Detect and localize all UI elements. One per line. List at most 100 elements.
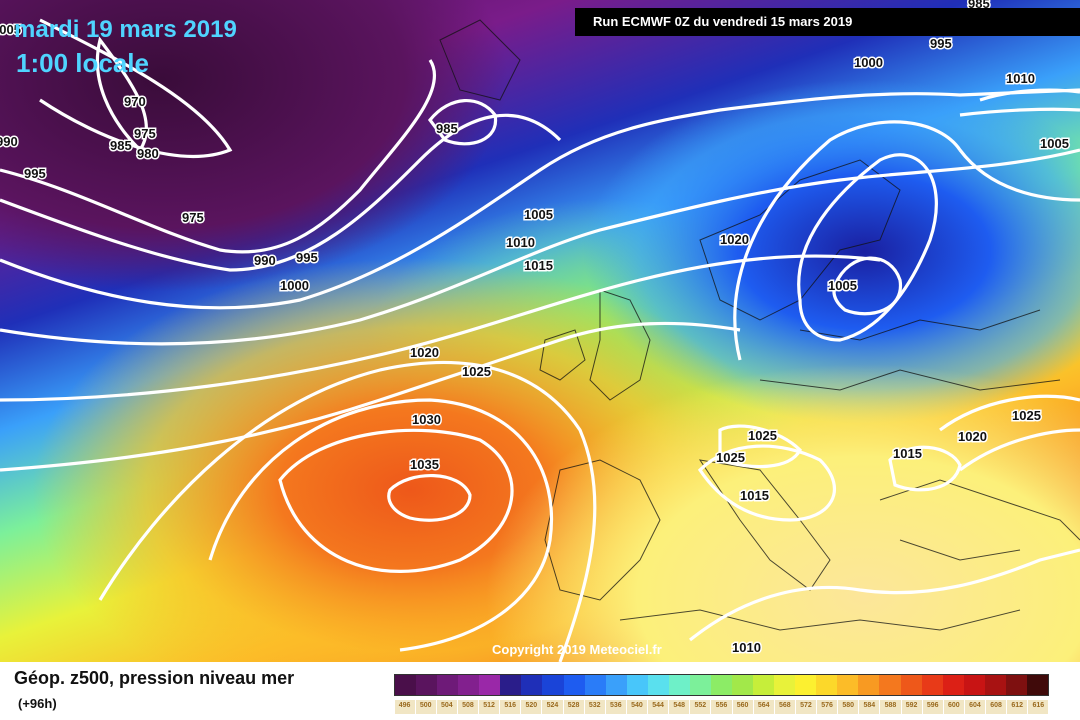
- legend-swatch: [437, 675, 459, 695]
- legend-swatch: [858, 675, 880, 695]
- legend-swatch: [647, 675, 669, 695]
- legend-swatch: [479, 675, 501, 695]
- legend-value: 580: [838, 700, 859, 714]
- legend-swatch: [795, 675, 817, 695]
- map-title: Géop. z500, pression niveau mer: [14, 668, 295, 688]
- isobar-label: 1025: [716, 450, 745, 465]
- legend-value: 528: [563, 700, 584, 714]
- legend-value: 532: [584, 700, 605, 714]
- legend-swatch: [900, 675, 922, 695]
- isobar-label: 1025: [462, 364, 491, 379]
- coastlines: [439, 19, 1080, 631]
- legend-value: 576: [817, 700, 838, 714]
- legend-swatch: [584, 675, 606, 695]
- legend-swatch: [416, 675, 438, 695]
- legend-swatch: [774, 675, 796, 695]
- isobar-label: 995: [296, 250, 318, 265]
- legend-value: 568: [774, 700, 795, 714]
- legend-value: 584: [859, 700, 880, 714]
- legend-value: 516: [500, 700, 521, 714]
- legend-value: 564: [753, 700, 774, 714]
- legend-swatch: [921, 675, 943, 695]
- isobar-label: 990: [254, 253, 276, 268]
- legend-value: 560: [732, 700, 753, 714]
- legend-swatch: [753, 675, 775, 695]
- legend-value: 520: [521, 700, 542, 714]
- isobar-label: 985: [110, 138, 132, 153]
- legend-value: 524: [542, 700, 563, 714]
- legend-swatch: [542, 675, 564, 695]
- weather-map: 970 975 985 980 995 990 975 990 995 1000…: [0, 0, 1080, 662]
- legend-swatch: [942, 675, 964, 695]
- color-scale-legend: [394, 674, 1049, 696]
- isobar-label: 1015: [524, 258, 553, 273]
- legend-swatch: [605, 675, 627, 695]
- legend-swatch: [879, 675, 901, 695]
- isobar-label: 1020: [720, 232, 749, 247]
- isobar-label: 1035: [410, 457, 439, 472]
- legend-value: 536: [605, 700, 626, 714]
- legend-value: 588: [880, 700, 901, 714]
- isobar-label: 1005: [828, 278, 857, 293]
- forecast-date: mardi 19 mars 2019: [14, 16, 237, 43]
- legend-value: 616: [1028, 700, 1049, 714]
- legend-value: 604: [964, 700, 985, 714]
- isobar-label: 995: [930, 36, 952, 51]
- legend-swatch: [837, 675, 859, 695]
- legend-value: 544: [648, 700, 669, 714]
- map-canvas: 970 975 985 980 995 990 975 990 995 1000…: [0, 0, 1080, 662]
- isobar-label: 1005: [0, 22, 21, 37]
- legend-value: 548: [669, 700, 690, 714]
- isobar-label: 1005: [1040, 136, 1069, 151]
- isobar-label: 1000: [854, 55, 883, 70]
- isobar-label: 1010: [1006, 71, 1035, 86]
- isobar-label: 1000: [280, 278, 309, 293]
- legend-swatch: [732, 675, 754, 695]
- legend-swatch: [689, 675, 711, 695]
- isobar-label: 1010: [506, 235, 535, 250]
- isobar-label: 1010: [732, 640, 761, 655]
- legend-value: 540: [626, 700, 647, 714]
- isobar-label: 1020: [410, 345, 439, 360]
- isobar-label: 970: [124, 94, 146, 109]
- legend-swatch: [395, 675, 417, 695]
- legend-swatch: [521, 675, 543, 695]
- isobar-lines: [0, 18, 1080, 662]
- legend-value: 608: [986, 700, 1007, 714]
- legend-value: 572: [795, 700, 816, 714]
- run-info: Run ECMWF 0Z du vendredi 15 mars 2019: [575, 8, 1080, 36]
- legend-swatch: [816, 675, 838, 695]
- legend-value: 512: [479, 700, 500, 714]
- footer-panel: Géop. z500, pression niveau mer (+96h) 4…: [0, 662, 1080, 720]
- legend-swatch: [563, 675, 585, 695]
- legend-swatch: [626, 675, 648, 695]
- isobar-label: 1025: [748, 428, 777, 443]
- isobar-label: 985: [436, 121, 458, 136]
- isobar-label: 990: [0, 134, 18, 149]
- forecast-offset: (+96h): [18, 696, 57, 711]
- isobar-label: 1015: [893, 446, 922, 461]
- legend-value: 592: [901, 700, 922, 714]
- legend-value: 552: [690, 700, 711, 714]
- legend-swatch: [710, 675, 732, 695]
- legend-value: 612: [1007, 700, 1028, 714]
- legend-value: 496: [394, 700, 415, 714]
- legend-swatch: [984, 675, 1006, 695]
- legend-swatch: [1005, 675, 1027, 695]
- isobar-label: 1005: [524, 207, 553, 222]
- legend-value: 500: [415, 700, 436, 714]
- isobar-label: 975: [134, 126, 156, 141]
- isobar-labels: 970 975 985 980 995 990 975 990 995 1000…: [0, 0, 1070, 657]
- legend-value: 508: [457, 700, 478, 714]
- legend-value: 596: [922, 700, 943, 714]
- color-scale-labels: 496 500 504 508 512 516 520 524 528 532 536 540 544 5…: [394, 700, 1049, 714]
- legend-value: 600: [943, 700, 964, 714]
- isobar-label: 975: [182, 210, 204, 225]
- legend-swatch: [1026, 675, 1048, 695]
- legend-value: 556: [711, 700, 732, 714]
- isobar-label: 995: [24, 166, 46, 181]
- isobar-label: 1015: [740, 488, 769, 503]
- legend-swatch: [668, 675, 690, 695]
- legend-swatch: [500, 675, 522, 695]
- isobar-label: 1020: [958, 429, 987, 444]
